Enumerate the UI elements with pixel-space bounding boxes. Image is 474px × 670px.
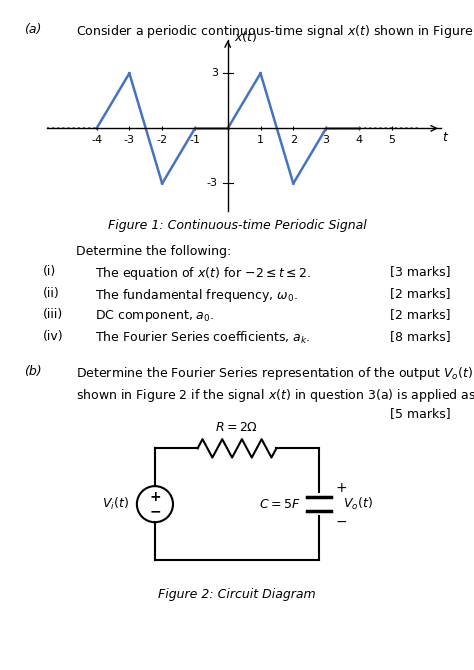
Text: (b): (b) — [24, 365, 41, 378]
Text: Figure 2: Circuit Diagram: Figure 2: Circuit Diagram — [158, 588, 316, 601]
Text: [2 marks]: [2 marks] — [390, 287, 450, 299]
Text: Determine the following:: Determine the following: — [76, 245, 231, 257]
Text: 3: 3 — [211, 68, 218, 78]
Text: $V_o(t)$: $V_o(t)$ — [343, 496, 373, 513]
Text: (iii): (iii) — [43, 308, 63, 321]
Text: DC component, $a_0$.: DC component, $a_0$. — [95, 308, 214, 324]
Text: −: − — [149, 505, 161, 519]
Text: $V_i(t)$: $V_i(t)$ — [102, 496, 128, 513]
Text: $R = 2\Omega$: $R = 2\Omega$ — [216, 421, 258, 433]
Text: (i): (i) — [43, 265, 56, 278]
Text: Figure 1: Continuous-time Periodic Signal: Figure 1: Continuous-time Periodic Signa… — [108, 219, 366, 232]
Text: +: + — [149, 490, 161, 504]
Text: +: + — [336, 481, 347, 494]
Text: The equation of $x(t)$ for $-2 \leq t \leq 2$.: The equation of $x(t)$ for $-2 \leq t \l… — [95, 265, 311, 282]
Text: $x(t)$: $x(t)$ — [234, 29, 257, 44]
Text: The Fourier Series coefficients, $a_k$.: The Fourier Series coefficients, $a_k$. — [95, 330, 310, 346]
Text: (ii): (ii) — [43, 287, 59, 299]
Text: −: − — [336, 515, 347, 529]
Text: [3 marks]: [3 marks] — [390, 265, 450, 278]
Text: (iv): (iv) — [43, 330, 64, 342]
Text: -3: -3 — [207, 178, 218, 188]
Text: $t$: $t$ — [442, 131, 450, 144]
Text: (a): (a) — [24, 23, 41, 36]
Text: shown in Figure 2 if the signal $x(t)$ in question 3(a) is applied as an input.: shown in Figure 2 if the signal $x(t)$ i… — [76, 387, 474, 403]
Text: [5 marks]: [5 marks] — [390, 407, 450, 420]
Text: [2 marks]: [2 marks] — [390, 308, 450, 321]
Text: $C = 5F$: $C = 5F$ — [259, 498, 300, 511]
Text: Consider a periodic continuous-time signal $x(t)$ shown in Figure 1.: Consider a periodic continuous-time sign… — [76, 23, 474, 40]
Text: [8 marks]: [8 marks] — [390, 330, 450, 342]
Text: The fundamental frequency, $\omega_0$.: The fundamental frequency, $\omega_0$. — [95, 287, 298, 304]
Text: Determine the Fourier Series representation of the output $V_o(t)$ of the circui: Determine the Fourier Series representat… — [76, 365, 474, 382]
